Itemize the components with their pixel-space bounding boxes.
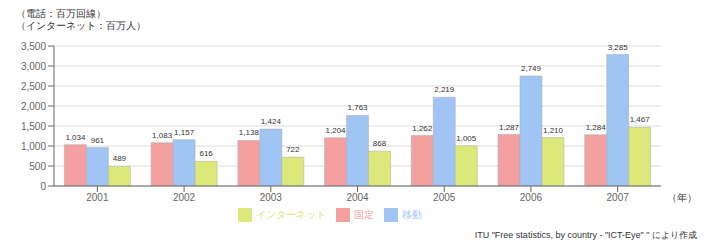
svg-text:2004: 2004 <box>346 192 369 203</box>
svg-text:3,000: 3,000 <box>21 61 46 72</box>
svg-text:2006: 2006 <box>520 192 543 203</box>
svg-text:1,500: 1,500 <box>21 121 46 132</box>
svg-text:1,210: 1,210 <box>543 126 564 135</box>
svg-text:1,763: 1,763 <box>348 103 369 112</box>
svg-text:（年）: （年） <box>667 192 697 203</box>
svg-text:1,287: 1,287 <box>499 123 520 132</box>
svg-text:616: 616 <box>199 149 213 158</box>
svg-text:1,005: 1,005 <box>456 134 477 143</box>
html-text:（インターネット：百万人）: （インターネット：百万人） <box>16 20 146 31</box>
svg-text:1,034: 1,034 <box>65 133 86 142</box>
svg-text:2003: 2003 <box>260 192 283 203</box>
svg-text:1,083: 1,083 <box>152 131 173 140</box>
html-text:インターネット: インターネット <box>255 209 326 220</box>
svg-text:1,157: 1,157 <box>174 128 195 137</box>
html-text:移動: 移動 <box>401 209 422 220</box>
svg-text:489: 489 <box>113 154 127 163</box>
svg-text:2001: 2001 <box>86 192 109 203</box>
svg-text:3,285: 3,285 <box>608 43 629 52</box>
svg-text:1,000: 1,000 <box>21 141 46 152</box>
html-text:固定: 固定 <box>353 209 374 220</box>
svg-text:0: 0 <box>40 181 46 192</box>
svg-text:722: 722 <box>286 145 300 154</box>
svg-text:2,749: 2,749 <box>521 64 542 73</box>
svg-text:1,467: 1,467 <box>630 115 651 124</box>
svg-text:3,500: 3,500 <box>21 41 46 52</box>
svg-text:2005: 2005 <box>433 192 456 203</box>
svg-text:868: 868 <box>373 139 387 148</box>
svg-text:2007: 2007 <box>607 192 630 203</box>
svg-text:961: 961 <box>91 136 105 145</box>
svg-text:1,204: 1,204 <box>326 126 347 135</box>
svg-text:1,284: 1,284 <box>586 123 607 132</box>
svg-text:2,000: 2,000 <box>21 101 46 112</box>
svg-text:1,424: 1,424 <box>261 117 282 126</box>
svg-text:2002: 2002 <box>173 192 196 203</box>
svg-text:2,500: 2,500 <box>21 81 46 92</box>
svg-text:1,262: 1,262 <box>412 124 433 133</box>
svg-text:1,138: 1,138 <box>239 128 260 137</box>
svg-text:500: 500 <box>29 161 46 172</box>
html-text:（電話：百万回線）: （電話：百万回線） <box>16 8 106 19</box>
svg-text:2,219: 2,219 <box>434 85 455 94</box>
html-text:ITU "Free statistics, by count: ITU "Free statistics, by country - "ICT-… <box>474 230 697 240</box>
